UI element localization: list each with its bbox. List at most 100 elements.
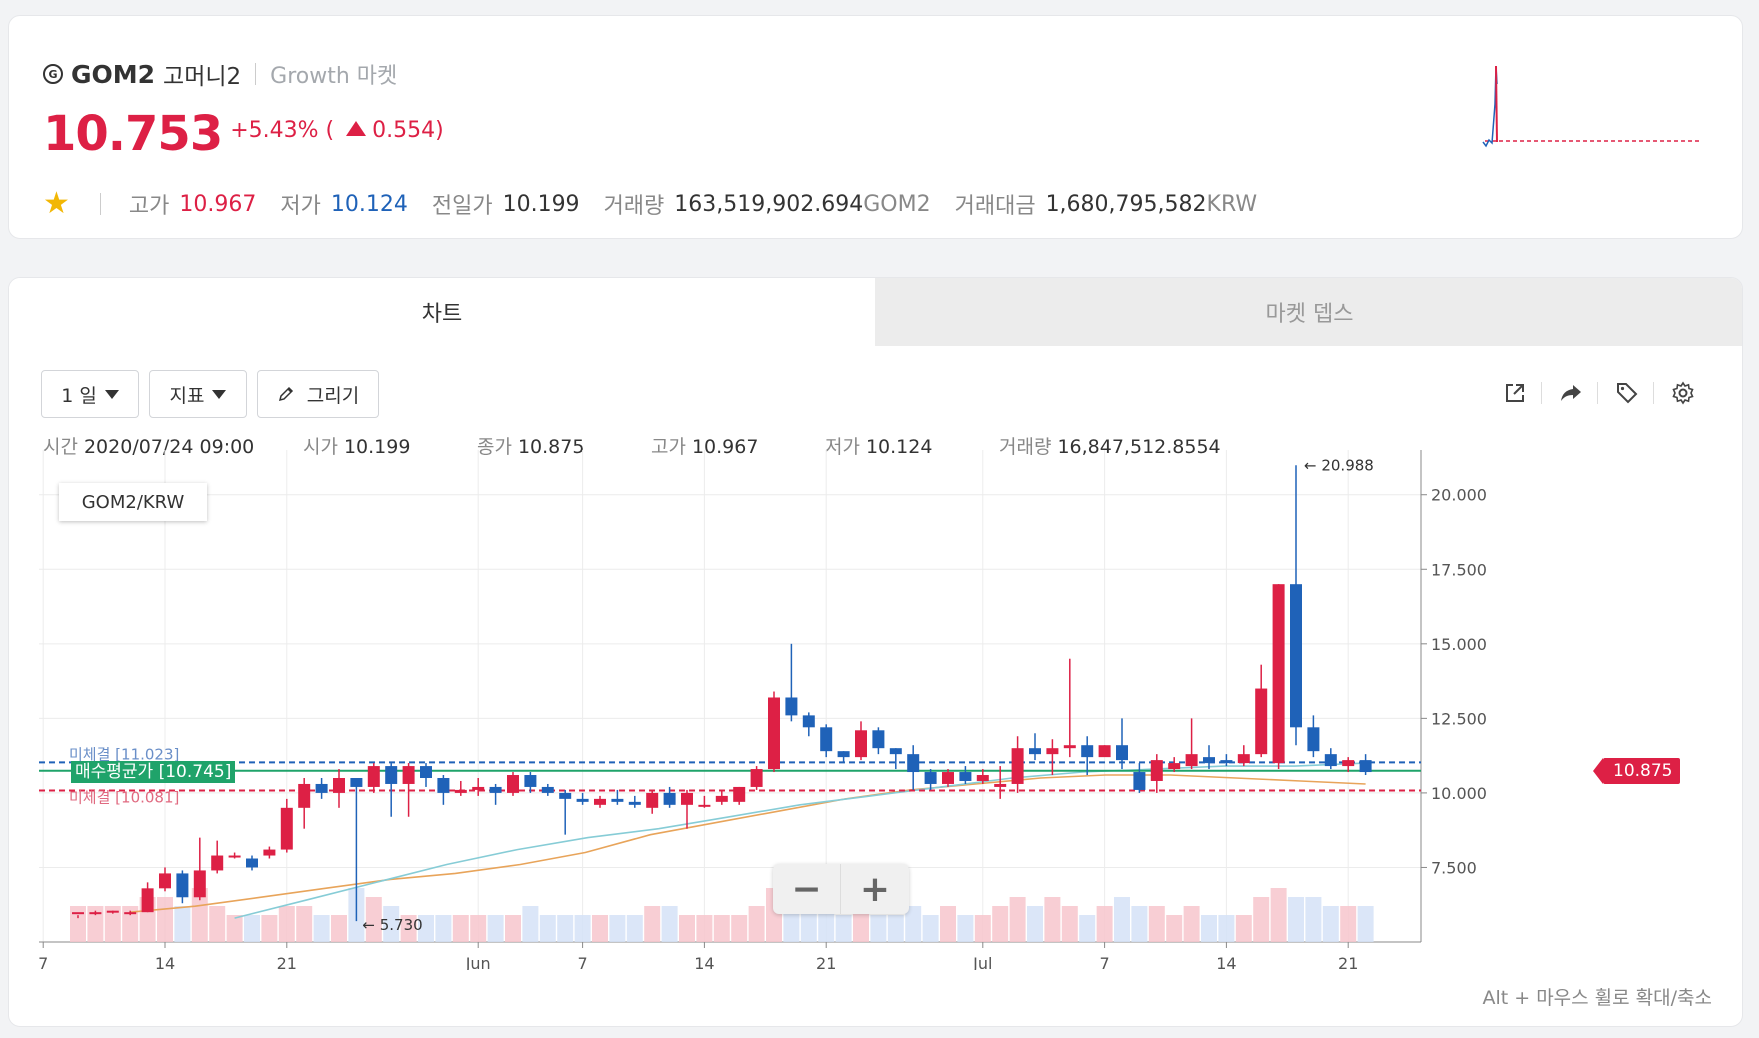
volume-bar xyxy=(522,906,539,942)
ohlc-low-value: 10.124 xyxy=(865,436,933,458)
period-dropdown[interactable]: 1 일 xyxy=(41,370,139,418)
candle-body xyxy=(1081,745,1094,758)
draw-button[interactable]: 그리기 xyxy=(257,370,379,418)
ticker-header: G GOM2 고머니2 Growth 마켓 xyxy=(43,57,397,91)
volume-bar xyxy=(922,915,939,942)
candle-body xyxy=(559,792,572,799)
volume-bar xyxy=(1166,915,1183,942)
candle-body xyxy=(1203,757,1215,764)
volume-bar xyxy=(1061,906,1078,942)
unfilled-top-label: 미체결 [11.023] xyxy=(69,745,179,763)
volume-bar xyxy=(661,906,678,942)
volume-bar xyxy=(887,915,904,942)
candle-body xyxy=(1046,748,1059,755)
volume-label: 거래량 xyxy=(603,194,665,219)
volume-bar xyxy=(278,906,295,942)
x-tick-label: 14 xyxy=(155,954,175,970)
chevron-down-icon xyxy=(104,389,119,399)
volume-bar xyxy=(940,906,956,942)
ohlc-high-value: 10.967 xyxy=(691,436,759,458)
volume-bar xyxy=(905,906,922,942)
volume-bar xyxy=(957,915,974,942)
candle-body xyxy=(402,766,415,784)
volume-bar xyxy=(1096,906,1113,942)
candle-body xyxy=(507,775,519,793)
candle-body xyxy=(106,910,119,913)
candle-body xyxy=(628,801,641,805)
volume-bar xyxy=(974,915,991,942)
y-tick-label: 12.500 xyxy=(1431,709,1487,728)
candle-body xyxy=(698,804,711,807)
volume-bar xyxy=(104,906,121,942)
x-tick-label: 7 xyxy=(38,954,48,970)
volume-bar xyxy=(1357,906,1374,942)
amount-label: 거래대금 xyxy=(954,194,1036,219)
avg-buy-price-label: 매수평균가 [10.745] xyxy=(71,761,236,783)
x-tick-label: 14 xyxy=(1216,954,1236,970)
divider xyxy=(99,193,101,215)
x-tick-label: Jun xyxy=(465,954,491,970)
close-value: 10.875 xyxy=(517,436,585,458)
mini-price-spike xyxy=(1495,65,1498,143)
volume-bar xyxy=(870,915,887,942)
chevron-down-icon xyxy=(212,389,227,399)
volume-unit: GOM2 xyxy=(863,191,931,217)
candle-body xyxy=(1133,772,1146,790)
popout-icon[interactable] xyxy=(1497,375,1533,411)
volume-bar xyxy=(609,915,626,942)
volume-bar xyxy=(713,915,730,942)
volume-bar xyxy=(435,915,452,942)
price-block: 10.753 +5.43% (0.554) xyxy=(43,106,444,162)
volume-bar xyxy=(1148,906,1165,942)
favorite-star-icon[interactable]: ★ xyxy=(43,186,70,221)
volume-bar xyxy=(1270,888,1287,942)
volume-bar xyxy=(626,915,643,942)
x-tick-label: 14 xyxy=(694,954,714,970)
candle-body xyxy=(367,766,380,787)
candle-body xyxy=(1029,748,1041,755)
current-price: 10.753 xyxy=(43,106,223,162)
volume-bar xyxy=(835,915,852,942)
x-tick-label: 7 xyxy=(1100,954,1110,970)
volume-bar xyxy=(1340,906,1357,942)
ohlc-volume-value: 16,847,512.8554 xyxy=(1057,436,1221,458)
ticker-korean-name: 고머니2 xyxy=(163,64,242,90)
volume-bar xyxy=(226,915,243,942)
volume-bar xyxy=(1183,906,1200,942)
volume-bar xyxy=(679,915,695,942)
candle-body xyxy=(611,798,624,802)
settings-gear-icon[interactable] xyxy=(1665,375,1701,411)
candle-body xyxy=(1324,754,1337,767)
close-label: 종가 xyxy=(477,436,512,458)
low-value: 10.124 xyxy=(330,191,408,217)
candle-body xyxy=(594,798,606,805)
x-tick-label: 7 xyxy=(578,954,588,970)
candle-body xyxy=(193,870,206,898)
volume-bar xyxy=(452,915,469,942)
y-tick-label: 10.000 xyxy=(1431,784,1487,803)
candle-body xyxy=(159,873,171,889)
candle-body xyxy=(124,912,137,915)
indicator-dropdown[interactable]: 지표 xyxy=(149,370,247,418)
zoom-out-button[interactable]: − xyxy=(773,864,841,914)
ohlc-high-label: 고가 xyxy=(651,436,686,458)
tab-market-depth[interactable]: 마켓 뎁스 xyxy=(875,278,1742,346)
up-arrow-icon xyxy=(346,121,367,136)
zoom-in-button[interactable]: + xyxy=(859,868,891,910)
volume-bar xyxy=(574,915,591,942)
x-tick-label: 21 xyxy=(1338,954,1358,970)
low-label: 저가 xyxy=(280,194,321,219)
volume-bar xyxy=(731,915,748,942)
tab-chart[interactable]: 차트 xyxy=(9,278,875,346)
volume-bar xyxy=(418,915,434,942)
candle-body xyxy=(246,858,258,868)
share-icon[interactable] xyxy=(1553,375,1589,411)
candle-body xyxy=(855,730,867,758)
volume-bar xyxy=(470,915,487,942)
tag-icon[interactable] xyxy=(1609,375,1645,411)
candle-body xyxy=(976,775,989,781)
volume-bar xyxy=(1044,897,1061,942)
volume-bar xyxy=(696,915,713,942)
candle-body xyxy=(420,766,432,778)
volume-value: 163,519,902.694 xyxy=(674,191,864,217)
